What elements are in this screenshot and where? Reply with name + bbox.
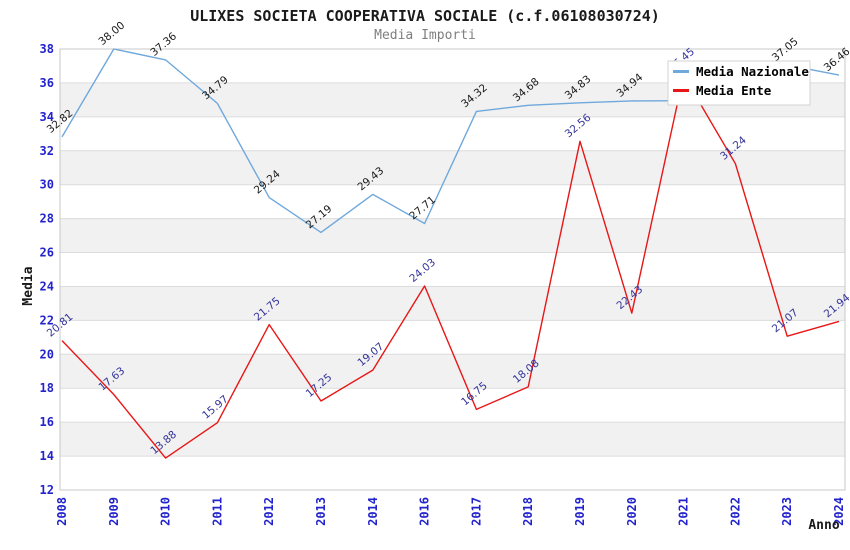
y-tick-label: 30 — [40, 178, 54, 192]
x-tick-label: 2008 — [55, 497, 69, 526]
x-tick-label: 2010 — [159, 497, 173, 526]
y-tick-label: 22 — [40, 313, 54, 327]
plot-border — [59, 48, 846, 491]
x-tick-label: 2023 — [780, 497, 794, 526]
x-tick-label: 2019 — [573, 497, 587, 526]
x-tick-label: 2014 — [366, 497, 380, 526]
y-tick-label: 18 — [40, 381, 54, 395]
x-tick-label: 2016 — [418, 497, 432, 526]
x-tick-label: 2011 — [210, 497, 224, 526]
gridline-layer — [60, 48, 845, 491]
plot-band — [60, 354, 845, 389]
y-tick-label: 24 — [40, 279, 54, 293]
x-axis-tick-labels: 2008 2009 2010 2011 2012 2013 2014 2016 2017 2018… — [55, 497, 846, 526]
y-tick-label: 12 — [40, 483, 54, 497]
x-axis-title: Anno — [808, 518, 839, 533]
y-tick-label: 38 — [40, 42, 54, 56]
x-tick-label: 2013 — [314, 497, 328, 526]
data-point-label: 37.05 — [770, 36, 801, 65]
data-point-label: 36.46 — [822, 45, 850, 74]
chart-title: ULIXES SOCIETA COOPERATIVA SOCIALE (c.f.… — [190, 7, 660, 25]
y-tick-label: 16 — [40, 415, 54, 429]
plot-band — [60, 286, 845, 321]
legend-box — [667, 60, 811, 106]
x-tick-label: 2012 — [262, 497, 276, 526]
y-tick-label: 34 — [40, 110, 54, 124]
legend-label-media-nazionale: Media Nazionale — [696, 64, 809, 79]
y-tick-label: 28 — [40, 212, 54, 226]
y-tick-label: 36 — [40, 76, 54, 90]
x-tick-label: 2024 — [832, 497, 846, 526]
y-tick-label: 26 — [40, 246, 54, 260]
data-point-label: 37.36 — [148, 30, 179, 59]
x-tick-label: 2022 — [728, 497, 742, 526]
series-line-media-ente — [61, 74, 840, 459]
legend: Media Nazionale Media Ente — [667, 60, 811, 106]
y-tick-label: 32 — [40, 144, 54, 158]
data-point-label: 24.03 — [407, 256, 438, 285]
plot-band — [60, 422, 845, 457]
x-tick-label: 2009 — [107, 497, 121, 526]
y-tick-label: 14 — [40, 449, 54, 463]
chart-subtitle: Media Importi — [374, 28, 476, 43]
x-tick-label: 2020 — [625, 497, 639, 526]
plot-band — [60, 218, 845, 253]
data-point-label: 38.00 — [97, 19, 128, 48]
legend-label-media-ente: Media Ente — [696, 83, 772, 98]
x-tick-label: 2021 — [677, 497, 691, 526]
y-tick-label: 20 — [40, 347, 54, 361]
y-axis-tick-labels: 12 14 16 18 20 22 24 26 28 30 32 34 36 38 — [40, 42, 54, 497]
y-axis-title: Media — [21, 266, 36, 305]
plot-band — [60, 150, 845, 185]
plot-band-layer — [60, 82, 845, 457]
x-tick-label: 2018 — [521, 497, 535, 526]
x-tick-label: 2017 — [469, 497, 483, 526]
